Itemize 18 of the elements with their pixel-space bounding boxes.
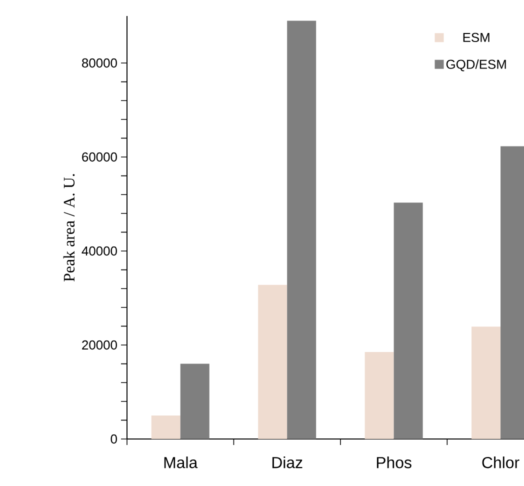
bar (287, 20, 316, 439)
y-tick-label: 20000 (82, 340, 117, 350)
legend-label: ESM (463, 32, 490, 42)
x-tick-label: Phos (376, 456, 412, 468)
bar (258, 284, 288, 439)
bar (180, 364, 210, 439)
bar (394, 202, 423, 439)
y-tick-label: 80000 (82, 58, 117, 68)
y-axis-title: Peak area / A. U. (63, 174, 75, 282)
x-tick-label: Chlor (482, 456, 520, 468)
x-tick-label: Mala (164, 456, 198, 468)
bar (364, 352, 394, 439)
legend-label: GQD/ESM (446, 59, 506, 72)
y-tick-label: 0 (110, 434, 117, 444)
x-tick-label: Diaz (272, 456, 302, 468)
y-tick-label: 40000 (82, 246, 117, 256)
y-tick-label: 60000 (82, 152, 117, 162)
bar (151, 416, 180, 439)
